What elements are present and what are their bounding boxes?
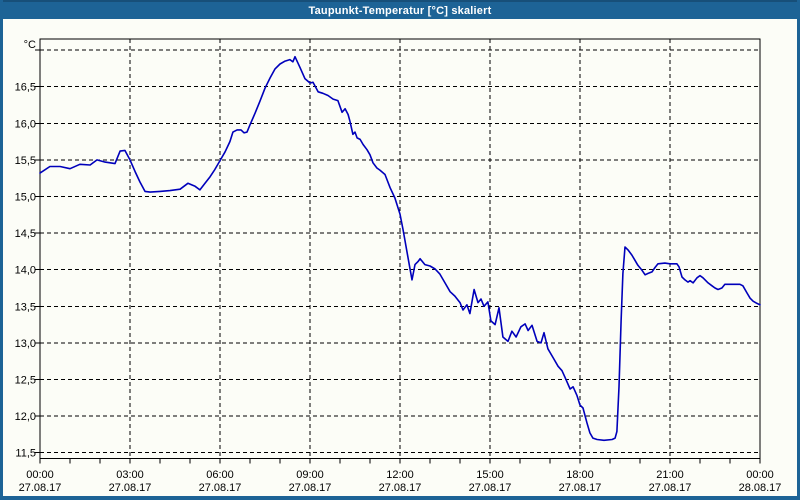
y-axis-label: 14,0 xyxy=(15,265,36,277)
x-axis-date-label: 27.08.17 xyxy=(649,482,692,494)
x-axis-ticks xyxy=(39,458,761,464)
x-axis-date-label: 27.08.17 xyxy=(109,482,152,494)
chart-title: Taupunkt-Temperatur [°C] skaliert xyxy=(308,4,492,17)
x-gridlines xyxy=(129,39,671,459)
x-axis-date-label: 27.08.17 xyxy=(199,482,242,494)
y-axis-label: 15,0 xyxy=(15,192,36,204)
x-axis-date-label: 28.08.17 xyxy=(739,482,782,494)
x-axis-date-label: 27.08.17 xyxy=(469,482,512,494)
x-axis-time-label: 03:00 xyxy=(116,469,144,481)
y-axis-ticks xyxy=(35,49,40,454)
x-axis-labels: 00:0027.08.1703:0027.08.1706:0027.08.170… xyxy=(19,469,782,494)
x-axis-time-label: 09:00 xyxy=(296,469,324,481)
y-axis-label: 12,5 xyxy=(15,375,36,387)
dewpoint-temperature-line xyxy=(39,55,761,442)
x-axis-date-label: 27.08.17 xyxy=(559,482,602,494)
x-axis-time-label: 12:00 xyxy=(386,469,414,481)
y-axis-label: 12,0 xyxy=(15,411,36,423)
y-axis-label: 16,5 xyxy=(15,82,36,94)
x-axis-time-label: 00:00 xyxy=(746,469,774,481)
y-axis-unit-label: °C xyxy=(24,39,36,51)
y-axis-label: 13,0 xyxy=(15,338,36,350)
y-axis-label: 11,5 xyxy=(15,448,36,460)
y-axis-label: 16,0 xyxy=(15,118,36,130)
x-axis-time-label: 18:00 xyxy=(566,469,594,481)
y-axis-labels: 16,5 16,0 15,5 15,0 14,5 14,0 13,5 13,0 12,5 12,0… xyxy=(15,82,36,460)
y-axis-label: 15,5 xyxy=(15,155,36,167)
x-axis-time-label: 06:00 xyxy=(206,469,234,481)
x-axis-time-label: 15:00 xyxy=(476,469,504,481)
x-axis-date-label: 27.08.17 xyxy=(289,482,332,494)
x-axis-time-label: 00:00 xyxy=(26,469,54,481)
x-axis-time-label: 21:00 xyxy=(656,469,684,481)
y-axis-label: 13,5 xyxy=(15,301,36,313)
x-axis-date-label: 27.08.17 xyxy=(379,482,422,494)
x-axis-date-label: 27.08.17 xyxy=(19,482,62,494)
plot-frame xyxy=(39,38,761,459)
chart-title-bar: Taupunkt-Temperatur [°C] skaliert xyxy=(3,0,797,19)
y-gridlines xyxy=(40,49,760,454)
y-axis-label: 14,5 xyxy=(15,228,36,240)
